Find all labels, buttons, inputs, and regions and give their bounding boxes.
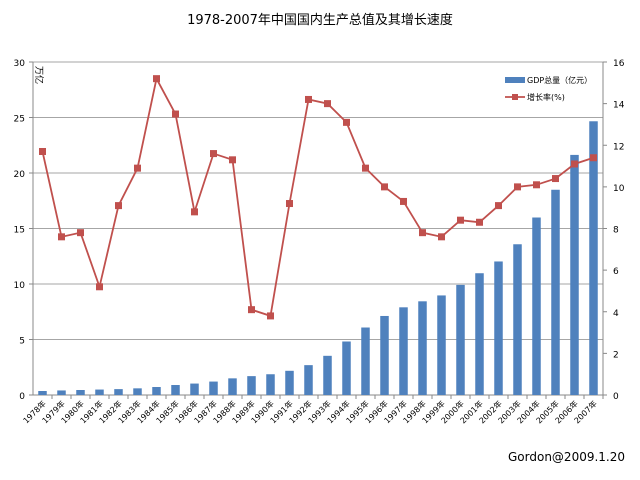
bar-1995年 — [361, 327, 370, 395]
legend-bar-label: GDP总量（亿元） — [527, 75, 592, 85]
growth-marker-1986年 — [191, 208, 198, 216]
growth-marker-1988年 — [229, 156, 236, 164]
growth-marker-2002年 — [495, 202, 502, 210]
y-axis-label: 万亿 — [33, 66, 45, 84]
y2-tick-label: 4 — [613, 309, 619, 319]
growth-marker-1989年 — [248, 306, 255, 314]
y2-tick-label: 12 — [613, 142, 624, 152]
growth-marker-1980年 — [77, 229, 84, 237]
growth-marker-1982年 — [115, 202, 122, 210]
y-tick-label: 0 — [19, 392, 25, 402]
y-tick-label: 25 — [14, 115, 25, 125]
growth-marker-1998年 — [419, 229, 426, 237]
y2-tick-label: 14 — [613, 101, 625, 111]
growth-marker-2001年 — [476, 218, 483, 226]
growth-marker-1984年 — [153, 75, 160, 83]
growth-marker-1994年 — [343, 118, 350, 126]
y2-tick-label: 0 — [613, 392, 619, 402]
bar-1991年 — [285, 370, 294, 395]
y2-tick-label: 16 — [613, 59, 625, 69]
bar-1981年 — [95, 389, 104, 395]
growth-marker-2000年 — [457, 216, 464, 224]
y-tick-label: 5 — [19, 337, 25, 347]
bar-1989年 — [247, 376, 256, 395]
growth-marker-1983年 — [134, 164, 141, 172]
bar-2007年 — [589, 121, 598, 396]
y2-tick-label: 6 — [613, 267, 619, 277]
growth-marker-1990年 — [267, 312, 274, 320]
bar-1994年 — [342, 341, 351, 395]
growth-marker-2005年 — [552, 175, 559, 183]
growth-marker-1985年 — [172, 110, 179, 118]
y-tick-label: 15 — [14, 226, 25, 236]
growth-marker-2003年 — [514, 183, 521, 191]
growth-marker-1981年 — [96, 283, 103, 291]
growth-marker-1979年 — [58, 233, 65, 241]
growth-marker-1993年 — [324, 100, 331, 108]
bar-2001年 — [475, 273, 484, 395]
bar-1986年 — [190, 383, 199, 395]
bar-1998年 — [418, 301, 427, 395]
bar-2002年 — [494, 261, 503, 395]
growth-marker-2007年 — [590, 154, 597, 162]
bar-1992年 — [304, 365, 313, 395]
growth-marker-2004年 — [533, 181, 540, 189]
footer-signature: Gordon@2009.1.20 — [508, 450, 625, 464]
growth-marker-1991年 — [286, 200, 293, 208]
growth-marker-1992年 — [305, 95, 312, 103]
bar-1985年 — [171, 385, 180, 395]
bar-1996年 — [380, 315, 389, 395]
bar-2003年 — [513, 244, 522, 395]
bar-1983年 — [133, 388, 142, 395]
growth-marker-1978年 — [39, 147, 46, 155]
bar-1978年 — [38, 391, 47, 395]
bar-1980年 — [76, 390, 85, 395]
bar-1997年 — [399, 307, 408, 395]
bar-1979年 — [57, 390, 66, 395]
growth-marker-1996年 — [381, 183, 388, 191]
y2-tick-label: 2 — [613, 350, 619, 360]
y-tick-label: 20 — [14, 170, 26, 180]
y2-tick-label: 10 — [613, 184, 625, 194]
y2-tick-label: 8 — [613, 226, 619, 236]
bar-1999年 — [437, 295, 446, 395]
y-tick-label: 10 — [14, 281, 26, 291]
growth-marker-2006年 — [571, 160, 578, 168]
bar-1993年 — [323, 355, 332, 395]
legend-line-marker — [512, 94, 518, 100]
growth-marker-1997年 — [400, 197, 407, 205]
bar-1984年 — [152, 387, 161, 395]
growth-marker-1999年 — [438, 233, 445, 241]
growth-marker-1987年 — [210, 150, 217, 158]
bar-2005年 — [551, 189, 560, 395]
chart-title: 1978-2007年中国国内生产总值及其增长速度 — [187, 13, 453, 28]
growth-line — [41, 76, 594, 318]
bar-2004年 — [532, 217, 541, 395]
bar-1982年 — [114, 389, 123, 395]
legend-line-label: 增长率(%) — [527, 92, 565, 102]
bar-2000年 — [456, 284, 465, 395]
growth-marker-1995年 — [362, 164, 369, 172]
legend-bar-swatch — [505, 77, 525, 83]
bar-1988年 — [228, 378, 237, 395]
bar-1990年 — [266, 374, 275, 395]
y-tick-label: 30 — [14, 59, 26, 69]
bar-1987年 — [209, 381, 218, 395]
bar-2006年 — [570, 154, 579, 395]
